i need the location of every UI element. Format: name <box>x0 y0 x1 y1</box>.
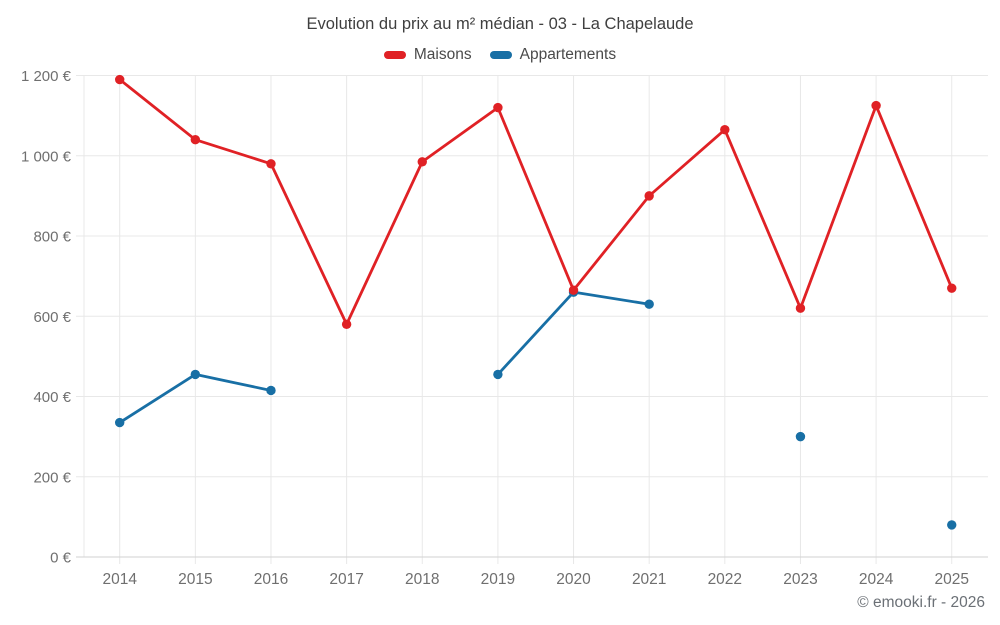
legend-item-maisons[interactable]: Maisons <box>383 46 472 64</box>
point-maisons-2021[interactable] <box>644 191 654 201</box>
point-maisons-2015[interactable] <box>190 135 201 145</box>
point-maisons-2017[interactable] <box>341 319 352 329</box>
x-tick-label: 2018 <box>405 571 439 588</box>
series-maisons <box>115 74 957 329</box>
point-appartements-2016[interactable] <box>266 385 276 396</box>
y-tick-label: 800 € <box>33 229 71 246</box>
chart-title: Evolution du prix au m² médian - 03 - La… <box>306 15 694 33</box>
y-tick-label: 1 000 € <box>21 148 72 165</box>
point-maisons-2014[interactable] <box>115 74 125 85</box>
point-maisons-2025[interactable] <box>947 283 957 293</box>
point-maisons-2020[interactable] <box>568 285 579 295</box>
series-appartements <box>115 287 957 530</box>
x-tick-label: 2021 <box>632 571 666 588</box>
x-tick-label: 2015 <box>178 571 212 588</box>
point-appartements-2014[interactable] <box>115 417 125 428</box>
x-tick-label: 2024 <box>859 571 894 588</box>
x-tick-label: 2022 <box>708 571 742 588</box>
y-tick-label: 400 € <box>33 389 71 406</box>
gridlines <box>76 75 988 564</box>
maisons-legend-label: Maisons <box>413 46 472 63</box>
x-tick-label: 2016 <box>254 571 288 588</box>
x-tick-label: 2019 <box>481 571 515 588</box>
point-maisons-2019[interactable] <box>493 102 503 113</box>
point-maisons-2024[interactable] <box>871 100 881 111</box>
point-maisons-2023[interactable] <box>795 303 806 313</box>
point-appartements-2021[interactable] <box>644 299 654 309</box>
point-maisons-2022[interactable] <box>720 124 730 135</box>
maisons-swatch <box>383 51 406 59</box>
x-axis-labels: 2014 2015 2016 2017 2018 2019 2020 2021 2022 2023… <box>102 571 969 588</box>
point-appartements-2019[interactable] <box>493 369 503 380</box>
x-tick-label: 2014 <box>102 571 137 588</box>
point-appartements-2025[interactable] <box>947 520 957 530</box>
y-tick-label: 0 € <box>50 550 72 567</box>
legend-item-appartements[interactable]: Appartements <box>489 46 617 64</box>
y-tick-label: 1 200 € <box>21 68 72 85</box>
line-maisons <box>118 78 954 326</box>
appartements-legend-label: Appartements <box>519 46 617 63</box>
y-tick-label: 600 € <box>33 309 71 326</box>
point-appartements-2023[interactable] <box>795 431 806 442</box>
point-appartements-2015[interactable] <box>190 369 201 380</box>
x-tick-label: 2023 <box>783 571 817 588</box>
y-axis-labels: 0 € 200 € 400 € 600 € 800 € 1 000 € 1 200 € <box>21 68 72 567</box>
point-maisons-2018[interactable] <box>417 157 427 167</box>
y-tick-label: 200 € <box>33 469 71 486</box>
point-maisons-2016[interactable] <box>266 159 276 169</box>
legend: Maisons Appartements <box>0 46 1000 64</box>
x-tick-label: 2017 <box>329 571 363 588</box>
appartements-swatch <box>489 51 512 59</box>
copyright: © emooki.fr - 2026 <box>857 594 985 611</box>
x-tick-label: 2025 <box>934 571 968 588</box>
x-tick-label: 2020 <box>556 571 591 588</box>
